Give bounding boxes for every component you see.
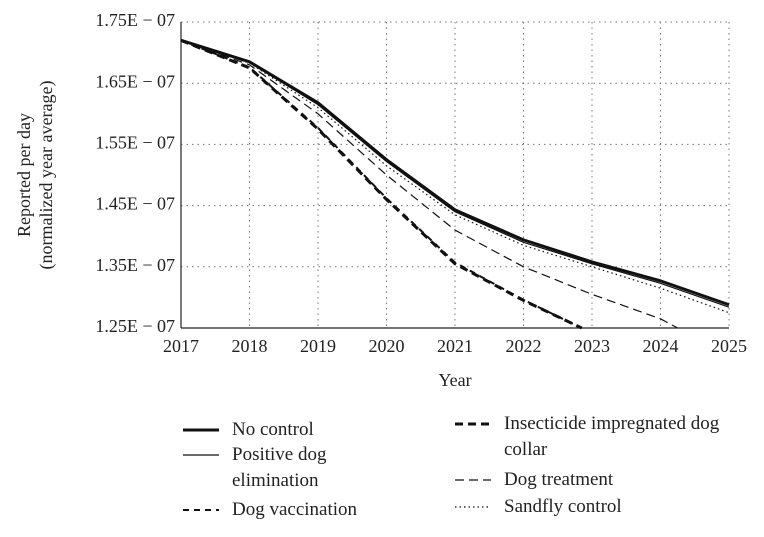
series-line — [180, 39, 678, 329]
series-line — [180, 39, 730, 314]
x-tick-label: 2019 — [300, 336, 336, 356]
legend-label: No control — [232, 419, 314, 440]
legend-label: Dog vaccination — [232, 499, 358, 520]
series-line — [180, 38, 730, 307]
x-tick-label: 2021 — [437, 336, 473, 356]
y-axis-label: Reported per day — [14, 113, 34, 237]
y-tick-label: 1.25E − 07 — [95, 316, 175, 336]
series-line — [180, 39, 730, 308]
y-tick-label: 1.45E − 07 — [95, 194, 175, 214]
legend-label: Sandfly control — [504, 496, 622, 517]
x-tick-label: 2025 — [711, 336, 747, 356]
x-tick-label: 2024 — [643, 336, 679, 356]
x-tick-label: 2023 — [574, 336, 610, 356]
x-tick-label: 2020 — [369, 336, 405, 356]
legend-label: Positive dog elimination — [232, 444, 327, 491]
series-line — [180, 39, 583, 329]
y-tick-label: 1.75E − 07 — [95, 10, 175, 30]
legend-label: Dog treatment — [504, 469, 614, 490]
x-axis-label: Year — [438, 370, 471, 390]
y-tick-label: 1.65E − 07 — [95, 71, 175, 91]
x-tick-label: 2018 — [232, 336, 268, 356]
y-tick-label: 1.35E − 07 — [95, 255, 175, 275]
series-line — [180, 38, 583, 330]
x-tick-label: 2017 — [163, 336, 199, 356]
legend-label: Insecticide impregnated dog collar — [504, 413, 720, 460]
y-axis-label: (normalized year average) — [36, 81, 57, 270]
y-tick-label: 1.55E − 07 — [95, 133, 175, 153]
x-tick-label: 2022 — [506, 336, 542, 356]
